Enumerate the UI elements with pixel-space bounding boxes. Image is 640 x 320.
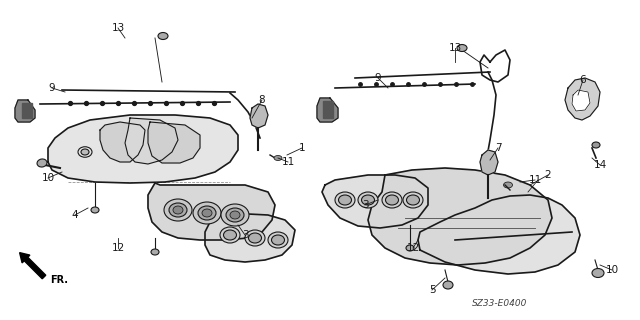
Ellipse shape [193,202,221,224]
Text: 1: 1 [299,143,305,153]
Ellipse shape [406,195,419,205]
Polygon shape [317,98,338,122]
Text: 4: 4 [72,210,78,220]
Text: 10: 10 [605,265,619,275]
Text: 6: 6 [580,75,586,85]
Ellipse shape [169,203,187,217]
Ellipse shape [268,232,288,248]
Text: 13: 13 [111,23,125,33]
Text: 3: 3 [242,230,248,240]
Text: 7: 7 [495,143,501,153]
Ellipse shape [592,142,600,148]
Text: 14: 14 [593,160,607,170]
Ellipse shape [173,206,183,214]
Polygon shape [48,115,238,183]
Polygon shape [323,101,333,118]
Ellipse shape [362,195,374,205]
Polygon shape [100,122,145,162]
Ellipse shape [81,149,89,155]
Text: FR.: FR. [50,275,68,285]
Ellipse shape [443,281,453,289]
Polygon shape [125,118,178,164]
Ellipse shape [274,156,282,161]
Ellipse shape [248,233,262,243]
Ellipse shape [198,206,216,220]
Ellipse shape [592,268,604,277]
Text: 3: 3 [362,200,368,210]
Ellipse shape [230,211,240,219]
Text: 8: 8 [259,95,266,105]
Ellipse shape [358,192,378,208]
Text: 9: 9 [49,83,55,93]
Text: 12: 12 [111,243,125,253]
Ellipse shape [202,209,212,217]
Ellipse shape [164,199,192,221]
Ellipse shape [91,207,99,213]
Polygon shape [22,103,32,118]
Text: 12: 12 [406,243,420,253]
Ellipse shape [403,192,423,208]
FancyArrow shape [20,252,46,279]
Polygon shape [368,168,552,265]
Polygon shape [572,90,590,111]
Text: 10: 10 [42,173,54,183]
Ellipse shape [37,159,47,167]
Polygon shape [15,100,35,122]
Polygon shape [418,195,580,274]
Text: 2: 2 [545,170,551,180]
Ellipse shape [339,195,351,205]
Ellipse shape [223,230,237,240]
Polygon shape [322,175,428,228]
Ellipse shape [385,195,399,205]
Ellipse shape [221,204,249,226]
Text: SZ33-E0400: SZ33-E0400 [472,299,528,308]
Ellipse shape [504,182,513,188]
Ellipse shape [457,44,467,52]
Polygon shape [205,213,295,262]
Polygon shape [148,183,275,240]
Text: 9: 9 [374,73,381,83]
Polygon shape [250,104,268,128]
Ellipse shape [220,227,240,243]
Ellipse shape [271,235,285,245]
Ellipse shape [335,192,355,208]
Ellipse shape [406,245,414,251]
Ellipse shape [158,33,168,39]
Text: 11: 11 [529,175,541,185]
Text: 5: 5 [429,285,435,295]
Polygon shape [565,78,600,120]
Polygon shape [148,122,200,163]
Ellipse shape [151,249,159,255]
Ellipse shape [226,208,244,222]
Text: 11: 11 [282,157,294,167]
Text: 13: 13 [449,43,461,53]
Ellipse shape [245,230,265,246]
Polygon shape [480,150,498,175]
Ellipse shape [382,192,402,208]
